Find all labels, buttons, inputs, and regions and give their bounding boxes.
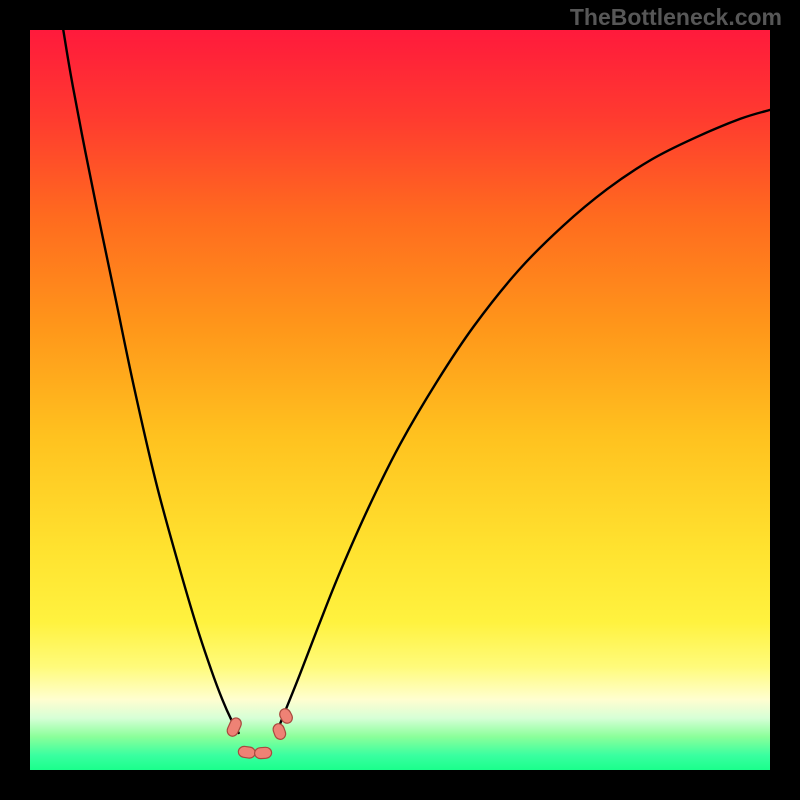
chart-frame: TheBottleneck.com [0,0,800,800]
data-marker-2 [254,747,272,759]
bottleneck-chart [0,0,800,800]
plot-background [30,30,770,770]
watermark-text: TheBottleneck.com [570,4,782,31]
